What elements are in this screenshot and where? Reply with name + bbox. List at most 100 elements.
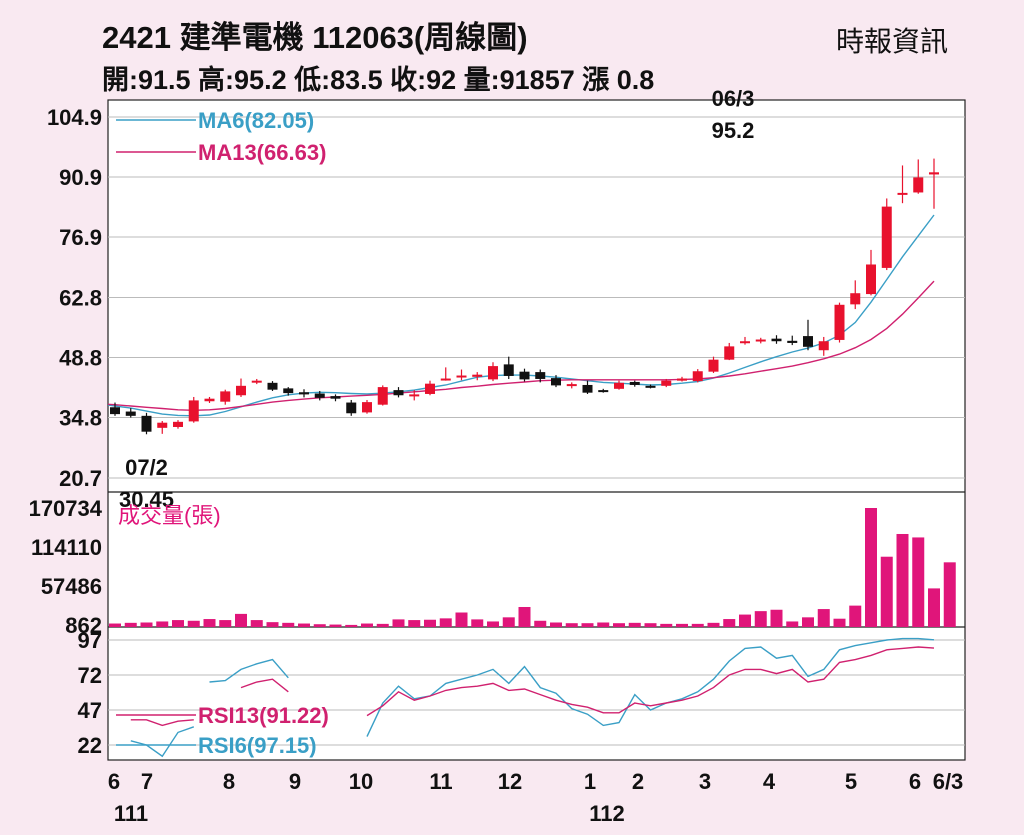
volume-bar — [928, 588, 940, 627]
x-month-label: 9 — [289, 769, 301, 794]
volume-bar — [235, 613, 247, 627]
price-tick-label: 20.7 — [59, 466, 102, 491]
price-series — [108, 158, 939, 435]
x-month-label: 3 — [699, 769, 711, 794]
volume-bar — [329, 624, 342, 627]
rsi-tick-label: 47 — [78, 698, 102, 723]
volume-bar — [865, 508, 877, 627]
candle-body — [818, 341, 829, 351]
volume-bar — [644, 623, 657, 627]
candle-body — [173, 421, 183, 427]
candle-body — [267, 382, 278, 390]
volume-bar — [376, 623, 389, 627]
volume-bar — [550, 622, 562, 627]
candle-body — [755, 339, 766, 342]
candle-body — [393, 390, 404, 396]
volume-bar — [266, 622, 279, 627]
volume-legend-label: 成交量(張) — [118, 503, 221, 528]
rsi-legend-label: RSI6(97.15) — [198, 733, 317, 758]
x-month-label: 8 — [223, 769, 235, 794]
candle-body — [850, 293, 861, 305]
candle-body — [236, 385, 246, 396]
volume-bar — [896, 533, 909, 627]
candle-body — [897, 192, 908, 195]
candle-body — [299, 392, 309, 395]
x-month-label: 1 — [584, 769, 596, 794]
candle-body — [692, 371, 703, 382]
volume-bar — [802, 617, 814, 627]
volume-bar — [581, 623, 594, 627]
volume-bar — [849, 605, 862, 627]
volume-bar — [707, 622, 720, 627]
candle-body — [377, 387, 388, 405]
x-month-label: 6 — [108, 769, 120, 794]
candle-body — [661, 380, 672, 386]
volume-bar — [613, 623, 625, 627]
x-month-label: 12 — [498, 769, 522, 794]
x-month-label: 10 — [349, 769, 373, 794]
legend-label-ma13: MA13(66.63) — [198, 140, 326, 165]
candle-body — [425, 383, 435, 394]
volume-tick-label: 170734 — [29, 496, 103, 521]
candle-body — [220, 391, 231, 402]
series-line-ma13 — [108, 280, 935, 412]
chart-title: 2421 建準電機 112063(周線圖) — [102, 20, 528, 55]
volume-bar — [912, 537, 925, 627]
x-month-label: 7 — [141, 769, 153, 794]
volume-bar — [140, 622, 153, 627]
volume-bar — [943, 562, 956, 627]
candle-body — [440, 378, 451, 381]
x-year-label: 111 — [114, 801, 148, 826]
rsi-line-rsi13b — [240, 678, 289, 693]
candle-body — [629, 381, 640, 385]
candle-body — [141, 415, 152, 432]
price-tick-label: 76.9 — [59, 225, 102, 250]
volume-bar — [313, 624, 326, 627]
candle-body — [881, 206, 892, 268]
x-month-label: 11 — [429, 769, 452, 794]
rsi-line-rsi13 — [366, 646, 935, 717]
x-month-label: 6/3 — [933, 769, 964, 794]
volume-bar — [439, 618, 452, 627]
annotation-label: 07/2 — [125, 455, 168, 480]
volume-bars — [109, 508, 956, 627]
candle-body — [929, 172, 939, 175]
volume-bar — [345, 624, 358, 627]
volume-tick-label: 57486 — [41, 574, 102, 599]
source-label: 時報資訊 — [836, 26, 949, 57]
plot-frame — [107, 99, 966, 761]
volume-bar — [172, 620, 184, 627]
candle-body — [803, 336, 813, 347]
volume-bar — [723, 619, 736, 627]
candle-body — [503, 364, 514, 376]
volume-bar — [187, 620, 200, 627]
x-month-label: 4 — [763, 769, 776, 794]
volume-bar — [219, 620, 232, 627]
rsi-line-rsi6 — [366, 637, 935, 737]
volume-tick-label: 114110 — [31, 535, 102, 560]
price-tick-label: 62.8 — [59, 286, 102, 311]
candle-body — [330, 396, 341, 399]
candle-body — [913, 177, 924, 193]
volume-tick-label: 862 — [65, 613, 102, 638]
candle-body — [488, 366, 498, 380]
volume-bar — [739, 614, 751, 627]
volume-bar — [282, 622, 295, 627]
volume-bar — [502, 617, 515, 627]
price-tick-label: 90.9 — [59, 165, 102, 190]
volume-bar — [203, 619, 216, 627]
volume-bar — [534, 620, 547, 627]
candle-body — [283, 388, 294, 394]
volume-bar — [660, 623, 673, 627]
volume-bar — [691, 623, 704, 627]
volume-bar — [833, 618, 846, 627]
annotation-label: 95.2 — [712, 118, 755, 143]
volume-bar — [597, 622, 610, 627]
x-month-label: 6 — [909, 769, 921, 794]
candle-body — [566, 384, 577, 387]
volume-bar — [628, 622, 641, 627]
rsi-tick-label: 97 — [78, 628, 102, 653]
candle-body — [677, 378, 687, 381]
candle-body — [251, 380, 262, 383]
